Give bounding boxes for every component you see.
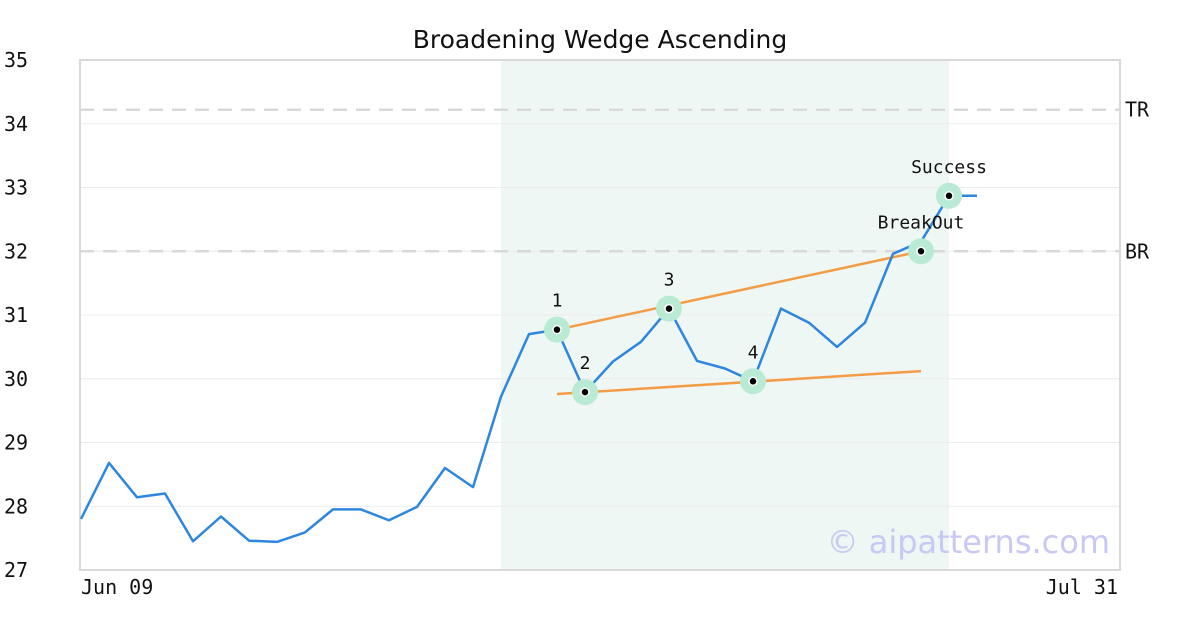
y-tick-label: 28 (4, 494, 28, 518)
y-tick-label: 34 (4, 112, 28, 136)
x-tick-label-end: Jul 31 (1046, 575, 1118, 599)
plot-area: 272829303132333435TRBR1234BreakOutSucces… (4, 48, 1150, 599)
marker-label-1: 1 (552, 291, 563, 312)
marker-label-4: 4 (748, 342, 759, 363)
marker-dot-breakout (916, 246, 926, 256)
chart-title: Broadening Wedge Ascending (413, 25, 788, 54)
y-tick-label: 27 (4, 558, 28, 582)
y-tick-label: 35 (4, 48, 28, 72)
reference-label-br: BR (1125, 239, 1150, 263)
price-line (79, 194, 977, 544)
y-tick-label: 29 (4, 431, 28, 455)
marker-dot-3 (664, 303, 674, 314)
watermark-text: © aipatterns.com (827, 523, 1110, 561)
marker-label-breakout: BreakOut (878, 212, 965, 233)
x-tick-label-start: Jun 09 (81, 575, 153, 599)
y-tick-label: 33 (4, 176, 28, 200)
marker-dot-1 (552, 324, 562, 335)
marker-label-3: 3 (664, 270, 675, 291)
y-tick-label: 30 (4, 367, 28, 391)
marker-label-2: 2 (580, 353, 591, 374)
lower-trendline (556, 369, 922, 396)
plot-frame (79, 59, 1121, 571)
marker-dot-success (944, 191, 954, 201)
marker-dot-4 (748, 376, 758, 387)
marker-dot-2 (580, 387, 590, 397)
marker-label-success: Success (911, 157, 987, 178)
y-tick-label: 31 (4, 303, 28, 327)
upper-trendline (556, 250, 922, 331)
reference-label-tr: TR (1125, 98, 1150, 122)
y-tick-label: 32 (4, 239, 28, 263)
